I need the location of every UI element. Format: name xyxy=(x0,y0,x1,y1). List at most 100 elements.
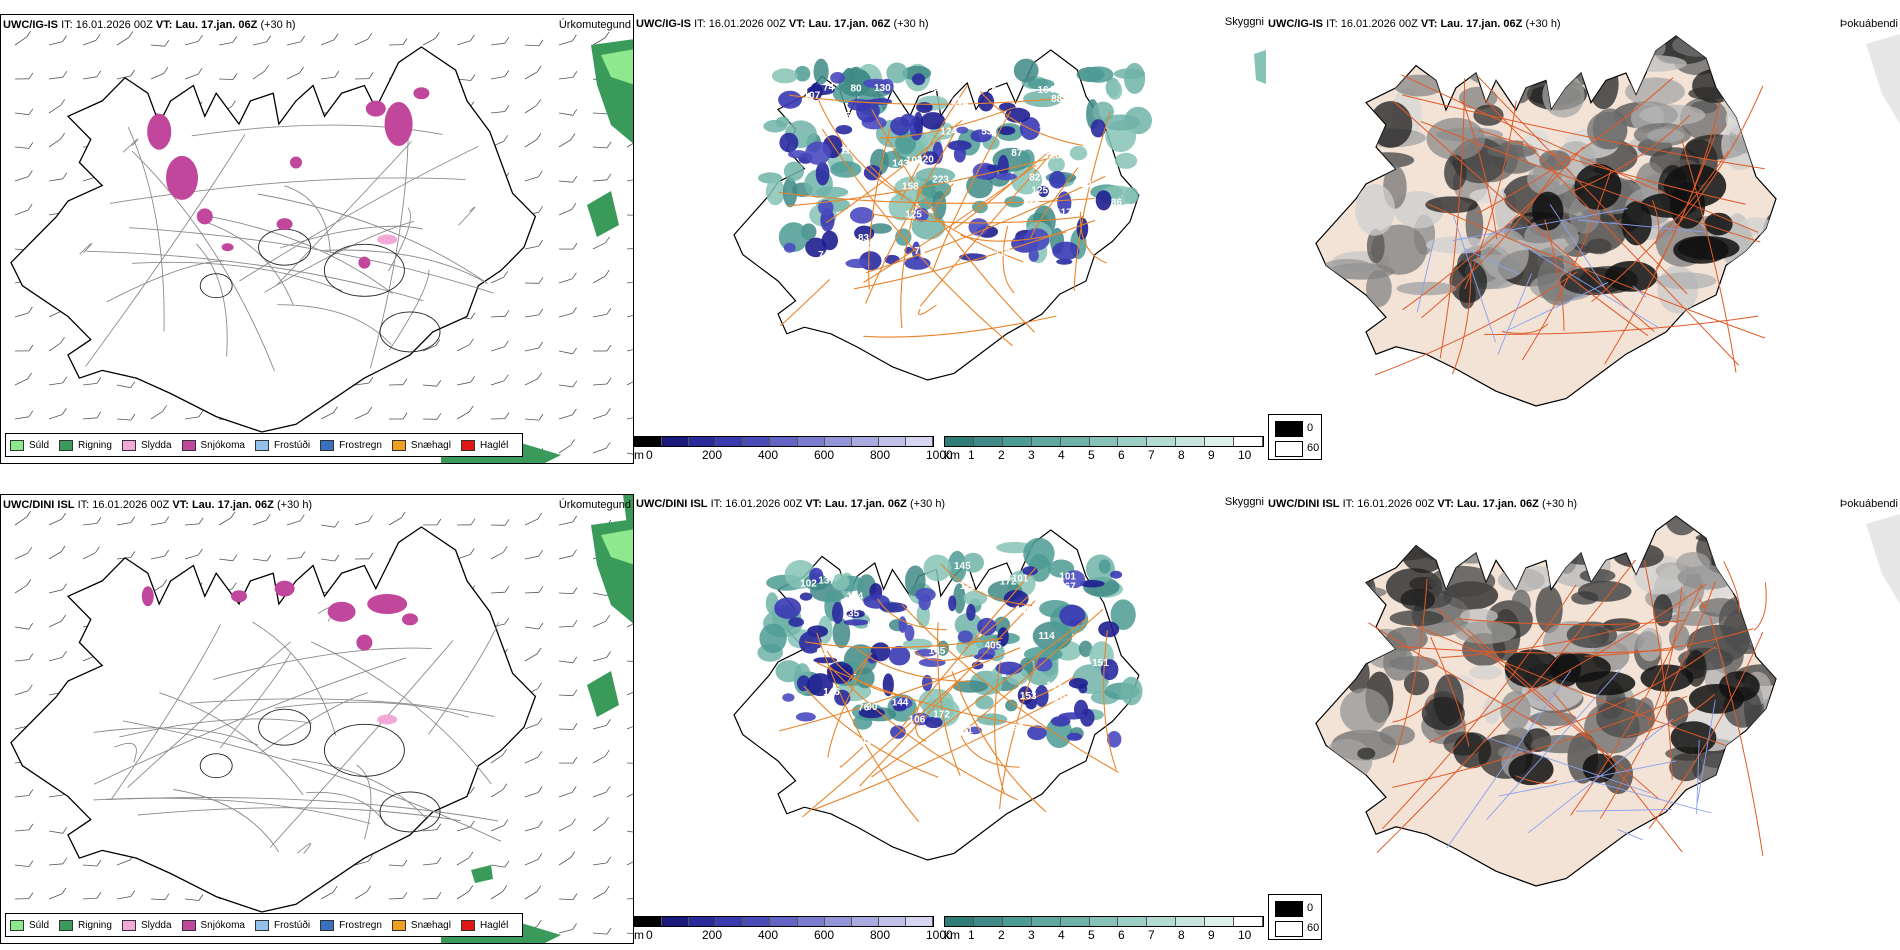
model-name: UWC/DINI ISL xyxy=(3,499,75,511)
legend-label: Frostregn xyxy=(339,439,382,451)
fog-legend-swatch xyxy=(1275,901,1303,917)
snow-area xyxy=(196,208,213,225)
rain-area xyxy=(471,865,493,883)
colorbar-step xyxy=(851,437,879,446)
visibility-value: 137 xyxy=(818,576,835,587)
visibility-value: 102 xyxy=(1044,110,1061,121)
fog-legend-swatch xyxy=(1275,421,1303,437)
colorbar-step xyxy=(945,917,974,926)
snow-area xyxy=(221,243,234,252)
snow-area xyxy=(141,586,154,607)
legend-swatch xyxy=(320,919,335,931)
glacier-outline xyxy=(258,708,312,746)
it-label: IT: xyxy=(61,19,73,31)
colorbar-tick: 400 xyxy=(758,928,779,942)
colorbar-step xyxy=(635,917,663,926)
river xyxy=(1453,216,1497,343)
river xyxy=(1508,281,1609,331)
visibility-value: 128 xyxy=(1044,151,1061,162)
fog-map xyxy=(1315,514,1900,887)
colorbar-step xyxy=(743,917,771,926)
visibility-labels: 120 82 117 155 31 82 74 124 130 53 113 79 10 86 74 88 75… xyxy=(804,81,1123,261)
visibility-value: 110 xyxy=(1039,124,1056,135)
colorbar-tick: 0 xyxy=(646,448,653,462)
snow-area xyxy=(356,634,373,651)
colorbar-tick: 10 xyxy=(1238,448,1252,462)
legend-label: Frostregn xyxy=(339,919,382,931)
visibility-value: 145 xyxy=(929,646,946,657)
visibility-value: 111 xyxy=(960,581,976,592)
snow-area xyxy=(402,613,418,626)
river xyxy=(1632,285,1647,298)
colorbar-step xyxy=(662,917,690,926)
init-time: 16.01.2026 00Z xyxy=(708,18,786,30)
fog-legend-label: 60 xyxy=(1307,922,1320,934)
it-label: IT: xyxy=(710,498,723,510)
legend-label: Súld xyxy=(29,439,50,451)
colorbar-unit: m xyxy=(634,448,644,462)
colorbar-step xyxy=(878,917,906,926)
rain-area xyxy=(587,671,619,717)
vt-label: VT: xyxy=(1420,18,1438,30)
it-label: IT: xyxy=(77,499,90,511)
legend-item: Frostregn xyxy=(320,439,382,451)
panel-type-label: Úrkomutegund xyxy=(558,19,631,31)
colorbar-strip xyxy=(944,916,1264,927)
visibility-value: 75 xyxy=(840,111,852,122)
river xyxy=(1591,780,1712,814)
precip-map xyxy=(10,30,633,463)
it-label: IT: xyxy=(694,18,706,30)
model-name: UWC/IG-IS xyxy=(636,18,691,30)
colorbar-tick: 5 xyxy=(1088,928,1095,942)
visibility-value: 155 xyxy=(928,83,945,94)
panel-type-label: Úrkomutegund xyxy=(558,499,631,511)
colorbar-step xyxy=(973,917,1003,926)
colorbar-step xyxy=(770,917,798,926)
vt-label: VT: xyxy=(1437,498,1454,510)
lead-time: (+30 h) xyxy=(276,499,313,511)
colorbar-step xyxy=(824,437,852,446)
legend-label: Slydda xyxy=(140,919,172,931)
legend-swatch xyxy=(254,919,269,931)
legend-swatch xyxy=(460,439,475,451)
cloud-areas xyxy=(758,58,1152,271)
road-network xyxy=(93,606,502,854)
colorbar-tick: 4 xyxy=(1058,928,1065,942)
colorbar-tick: 800 xyxy=(870,928,891,942)
visibility-value: 124 xyxy=(847,592,864,603)
visibility-value: 405 xyxy=(985,640,1002,651)
visibility-value: 101 xyxy=(1012,574,1029,585)
glacier-outline xyxy=(323,243,405,297)
glacier-outline xyxy=(379,311,441,353)
fog-legend-label: 60 xyxy=(1307,442,1320,454)
legend-label: Frostúði xyxy=(273,919,311,931)
colorbar-step xyxy=(1002,917,1032,926)
init-time: 16.01.2026 00Z xyxy=(725,498,803,510)
lead-time: (+30 h) xyxy=(1525,18,1561,30)
legend-item: Slydda xyxy=(121,439,172,451)
river xyxy=(1446,669,1572,849)
colorbar-step xyxy=(1089,437,1119,446)
panel-type-label: Skyggni xyxy=(1224,496,1264,508)
legend-item: Súld xyxy=(10,439,50,451)
fog-legend-swatch xyxy=(1275,921,1303,937)
legend-swatch xyxy=(10,439,24,451)
colorbar-step xyxy=(716,437,744,446)
colorbar-step xyxy=(689,917,717,926)
colorbar-step xyxy=(905,917,934,926)
panel-header: UWC/DINI ISL IT: 16.01.2026 00Z VT: Lau.… xyxy=(1268,498,1577,510)
colorbar-tick: 10 xyxy=(1238,928,1252,942)
visibility-value: 255 xyxy=(867,242,884,253)
colorbar-step xyxy=(1176,917,1206,926)
model-name: UWC/IG-IS xyxy=(3,19,58,31)
colorbar-step xyxy=(945,437,974,446)
legend-item: Snjókoma xyxy=(181,439,245,451)
colorbar-step xyxy=(973,437,1003,446)
panel-type-label: Þokuábendi xyxy=(1839,498,1898,510)
visibility-value: 107 xyxy=(804,90,821,101)
visibility-value: 102 xyxy=(800,579,817,590)
snow-area xyxy=(147,113,172,150)
cloud-colorbar-bottom: km 1 2 3 4 5 6 7 8 9 10 xyxy=(944,916,1266,946)
colorbar-tick: 3 xyxy=(1028,448,1035,462)
visibility-value: 74 xyxy=(818,250,830,261)
